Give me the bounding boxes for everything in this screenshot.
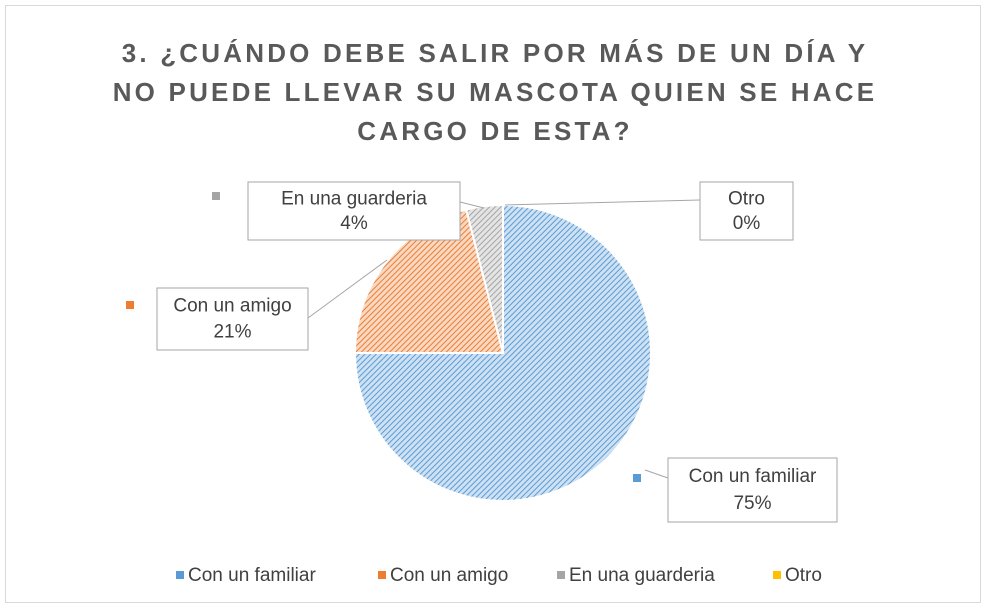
label-box <box>156 287 309 351</box>
data-label-value: 21% <box>213 322 251 343</box>
legend-label: Otro <box>785 565 822 586</box>
data-label-value: 75% <box>733 493 771 514</box>
legend-key <box>773 571 781 579</box>
legend-label: En una guarderia <box>569 565 715 586</box>
data-label-name: En una guarderia <box>281 188 427 209</box>
label-key <box>633 474 641 482</box>
label-box <box>247 181 461 241</box>
data-label-value: 4% <box>340 213 368 234</box>
data-label-name: Con un familiar <box>689 466 817 487</box>
legend-label: Con un familiar <box>188 565 316 586</box>
data-label-name: Con un amigo <box>173 296 291 317</box>
leader-line <box>504 199 701 206</box>
data-label-name: Otro <box>728 188 765 209</box>
chart-title: 3. ¿CUÁNDO DEBE SALIR POR MÁS DE UN DÍA … <box>112 38 878 146</box>
leader-line <box>307 259 388 319</box>
data-label-value: 0% <box>733 213 761 234</box>
leader-line <box>644 469 669 479</box>
legend-key <box>557 571 565 579</box>
label-box <box>667 457 838 523</box>
label-key <box>212 192 220 200</box>
legend-key <box>176 571 184 579</box>
legend-key <box>378 571 386 579</box>
legend-label: Con un amigo <box>390 565 508 586</box>
label-key <box>126 301 134 309</box>
leader-line <box>459 201 485 209</box>
label-box <box>699 181 794 241</box>
